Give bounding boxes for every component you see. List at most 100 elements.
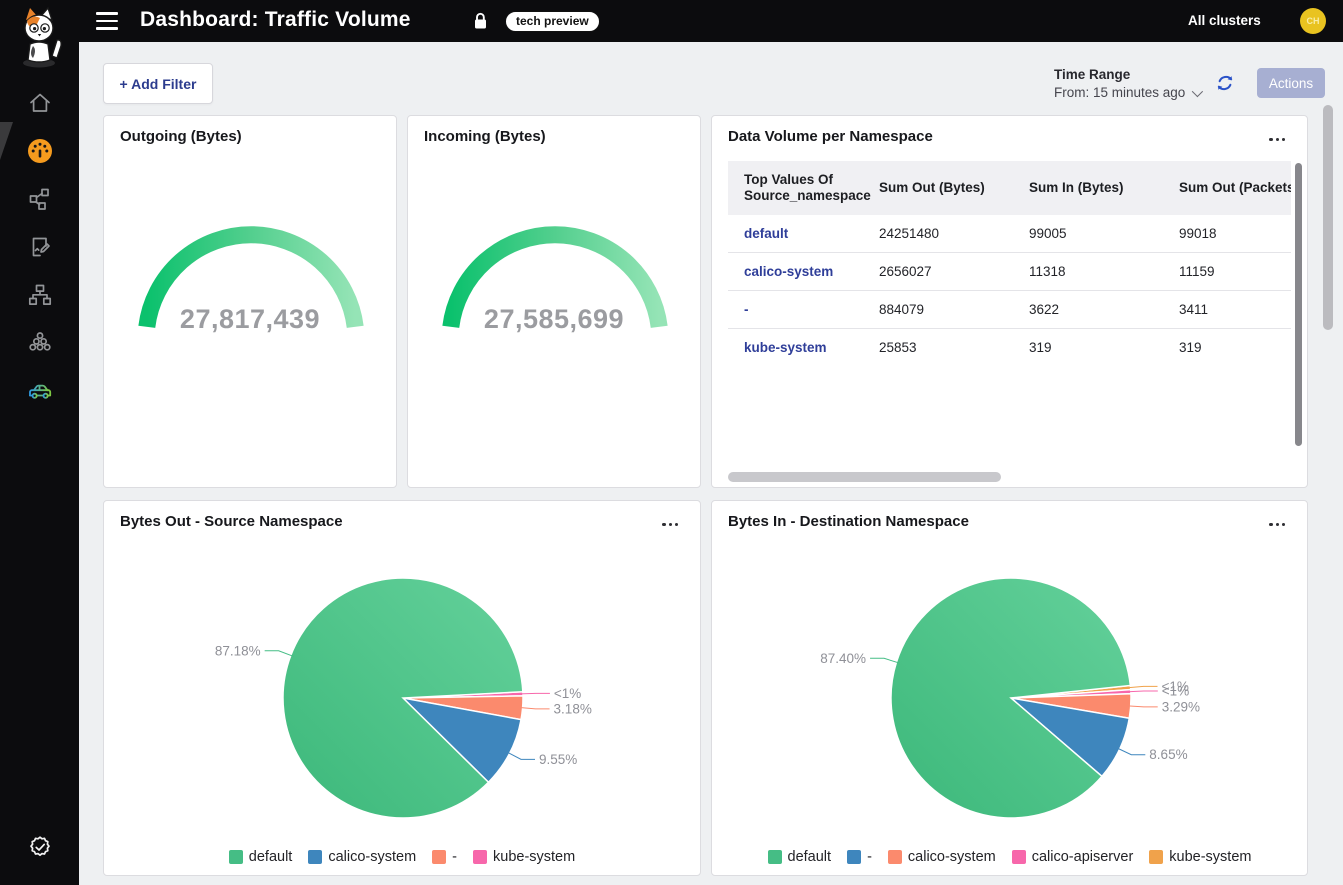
table-vertical-scrollbar[interactable] [1295, 163, 1302, 446]
calico-cat-logo[interactable] [13, 6, 66, 72]
table-row: kube-system 25853 319 319 [728, 329, 1291, 367]
cell-value: 11318 [1029, 264, 1066, 279]
bytes-in-pie-chart[interactable]: <1%<1%3.29%8.65%87.40% [712, 501, 1309, 877]
tech-preview-badge: tech preview [505, 11, 600, 32]
panel-bytes-out-pie: Bytes Out - Source Namespace <1% 3.18% 9.5… [103, 500, 701, 876]
cell-value: 319 [1029, 340, 1052, 355]
pie-legend: default - calico-system calico-apiserver… [712, 849, 1307, 865]
cell-value: 24251480 [879, 226, 940, 241]
chevron-down-icon [1192, 85, 1204, 97]
sidebar-item-policies[interactable] [0, 223, 79, 271]
legend-color-chip [847, 850, 862, 864]
home-icon [29, 93, 50, 112]
add-filter-button[interactable]: + Add Filter [103, 63, 213, 104]
outgoing-gauge-value: 27,817,439 [179, 304, 321, 334]
table-horizontal-scrollbar[interactable] [728, 472, 1001, 482]
legend-color-chip [473, 850, 487, 864]
pie-percent-label: <1% [1161, 679, 1188, 694]
pie-label-line [519, 692, 550, 695]
pie-label-line [1127, 705, 1158, 708]
avatar[interactable]: CH [1300, 8, 1326, 34]
legend-label: calico-system [907, 849, 996, 865]
sidebar-item-dashboards-active[interactable] [0, 127, 79, 175]
cell-value: 319 [1179, 340, 1202, 355]
cluster-selector[interactable]: All clusters [1188, 13, 1261, 28]
sitemap-icon [28, 284, 51, 305]
legend-item-kube-system[interactable]: kube-system [1149, 849, 1251, 865]
legend-label: kube-system [1169, 849, 1252, 865]
refresh-icon[interactable] [1216, 74, 1234, 92]
lock-icon [475, 12, 486, 29]
cell-value: 884079 [879, 302, 925, 317]
cell-value: 99005 [1029, 226, 1067, 241]
incoming-gauge-value: 27,585,699 [483, 304, 625, 334]
pie-percent-label: <1% [1162, 683, 1189, 698]
cell-value: 3411 [1179, 302, 1209, 317]
pie-label-line [519, 707, 550, 710]
time-range-selector[interactable]: From: 15 minutes ago [1054, 85, 1204, 100]
pie-percent-label: 8.65% [1149, 747, 1187, 762]
pie-percent-label: 9.55% [539, 752, 577, 767]
legend-color-chip [1011, 850, 1026, 864]
legend-item-default[interactable]: default [228, 849, 292, 865]
time-range-label: Time Range [1054, 67, 1131, 82]
panel-menu-kebab-icon[interactable] [658, 519, 682, 530]
sidebar-item-home[interactable] [0, 79, 79, 127]
legend-color-chip [1149, 850, 1164, 864]
legend-color-chip [308, 850, 323, 864]
legend-item-dash[interactable]: - [847, 849, 872, 865]
legend-item-kube-system[interactable]: kube-system [473, 849, 575, 865]
panel-menu-kebab-icon[interactable] [1265, 134, 1289, 145]
legend-label: kube-system [493, 849, 576, 865]
legend-item-default[interactable]: default [767, 849, 832, 865]
sidebar-item-workloads[interactable] [0, 319, 79, 367]
cell-value: 25853 [879, 340, 917, 355]
panel-data-volume: Data Volume per Namespace Top Values Of … [711, 115, 1308, 488]
incoming-gauge-arc [442, 226, 668, 328]
document-edit-icon [32, 237, 50, 257]
panel-title: Outgoing (Bytes) [120, 128, 242, 145]
pie-label-line [506, 751, 535, 760]
cell-value: 2656027 [879, 264, 932, 279]
namespace-link[interactable]: calico-system [744, 264, 834, 279]
pie-percent-label: 3.29% [1162, 699, 1200, 714]
bytes-out-pie-chart[interactable]: <1%3.18% 9.55% 87.18% [104, 501, 702, 877]
sidebar-item-traffic[interactable] [0, 367, 79, 415]
namespace-table: Top Values Of Source_namespace Sum Out (… [728, 161, 1291, 469]
car-icon [28, 384, 51, 399]
outgoing-gauge-arc [138, 226, 364, 328]
legend-label: - [867, 849, 872, 865]
pie-label-line [870, 657, 900, 664]
legend-item-calico-apiserver[interactable]: calico-apiserver [1011, 849, 1134, 865]
legend-color-chip [432, 850, 447, 864]
sidebar-item-verified[interactable] [0, 823, 79, 871]
hamburger-menu-icon[interactable] [96, 12, 118, 30]
actions-button[interactable]: Actions [1257, 68, 1325, 98]
pie-label-line [1116, 747, 1146, 756]
sidebar-item-service-graph[interactable] [0, 175, 79, 223]
sidebar-item-network[interactable] [0, 271, 79, 319]
page-title: Dashboard: Traffic Volume [140, 8, 411, 31]
dashboard-gauge-icon [27, 139, 52, 163]
panel-title: Bytes In - Destination Namespace [728, 513, 969, 530]
legend-label: calico-system [328, 849, 417, 865]
namespace-link[interactable]: default [744, 226, 789, 241]
cell-value: 99018 [1179, 226, 1217, 241]
namespace-link[interactable]: - [744, 302, 749, 317]
legend-item-calico-system[interactable]: calico-system [308, 849, 416, 865]
pie-percent-label: 3.18% [554, 701, 592, 716]
sidebar [0, 0, 79, 885]
panel-menu-kebab-icon[interactable] [1265, 519, 1289, 530]
legend-item-dash[interactable]: - [432, 849, 457, 865]
legend-label: calico-apiserver [1031, 849, 1134, 865]
page-vertical-scrollbar[interactable] [1323, 105, 1333, 330]
pie-percent-label: 87.18% [215, 643, 261, 658]
col-source-namespace: Top Values Of Source_namespace [728, 161, 871, 215]
legend-label: default [787, 849, 832, 865]
panel-title: Data Volume per Namespace [728, 128, 933, 145]
legend-color-chip [228, 850, 243, 864]
namespace-link[interactable]: kube-system [744, 340, 827, 355]
legend-item-calico-system[interactable]: calico-system [887, 849, 996, 865]
pie-percent-label: <1% [554, 686, 581, 701]
sidebar-nav [0, 79, 79, 415]
